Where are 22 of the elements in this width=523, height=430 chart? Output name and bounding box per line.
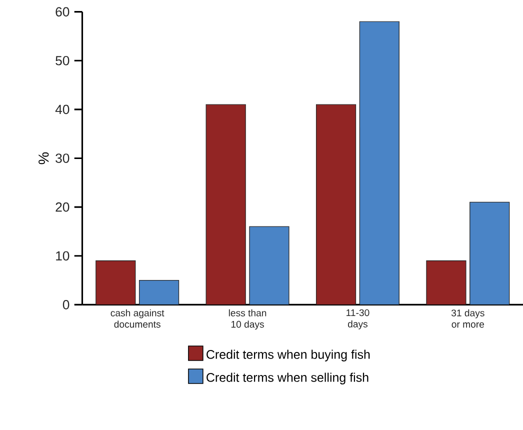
- y-tick-label: 30: [56, 154, 70, 163]
- bar: [138, 280, 180, 305]
- x-tick-label: 31 days or more: [451, 309, 484, 328]
- y-tick-label: 0: [62, 300, 70, 310]
- bar: [470, 202, 510, 305]
- legend-label: Credit terms when selling fish: [206, 372, 368, 384]
- legend-label: Credit terms when buying fish: [206, 350, 370, 362]
- y-tick-label: 10: [56, 251, 70, 261]
- x-tick-label: less than 10 days: [228, 309, 266, 330]
- x-tick-label: cash against documents: [110, 309, 164, 328]
- y-axis-title: %: [38, 152, 49, 164]
- bar: [249, 226, 290, 305]
- y-tick-label: 60: [56, 7, 70, 17]
- bar: [206, 104, 246, 305]
- bar: [96, 260, 136, 305]
- bar: [316, 104, 356, 305]
- y-tick-label: 50: [56, 56, 70, 66]
- bar: [359, 21, 400, 305]
- y-tick-label: 40: [55, 104, 70, 114]
- bar: [426, 260, 466, 305]
- y-tick-label: 20: [56, 202, 70, 212]
- x-tick-label: 11-30 days: [346, 309, 370, 330]
